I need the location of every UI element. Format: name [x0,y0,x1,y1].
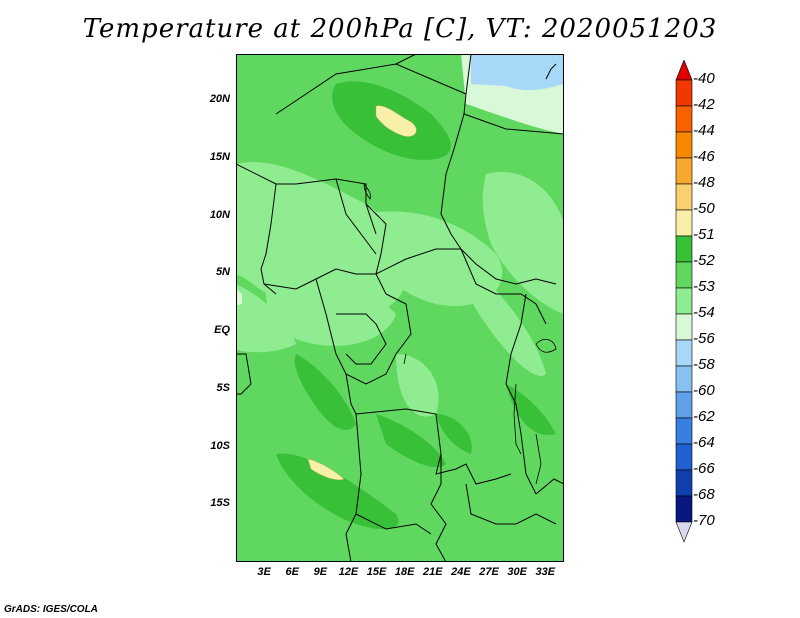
lon-tick-label: 9E [313,566,328,578]
colorbar-top-arrow [675,60,693,81]
colorbar-level-label: -40 [693,70,715,87]
lat-tick-label: 15N [209,150,230,163]
colorbar-segment [675,183,693,211]
colorbar-level-label: -53 [693,278,715,295]
colorbar-level-label: -42 [693,96,715,113]
field-light-regions [236,162,564,417]
lon-tick-label: 15E [366,566,387,578]
colorbar-segment [675,339,693,367]
lakes [363,182,557,485]
colorbar-level-label: -44 [693,122,715,139]
field-warm-patches [307,105,417,480]
colorbar-level-label: -70 [693,512,715,529]
temperature-map [236,54,564,562]
colorbar-bottom-arrow [675,521,693,543]
coastline [545,63,557,80]
colorbar [675,60,693,543]
colorbar-segment [675,287,693,315]
lon-tick-label: 3E [257,566,271,578]
lon-tick-label: 18E [394,566,415,578]
lon-tick-label: 21E [423,566,443,578]
lat-tick-label: 5N [215,266,230,279]
lon-tick-label: 27E [479,566,499,578]
colorbar-level-label: -50 [693,200,715,217]
lat-tick-label: 5S [216,381,230,394]
colorbar-segment [675,469,693,497]
field-cold-regions [236,54,564,306]
lat-tick-label: 10N [209,208,230,221]
colorbar-level-label: -56 [693,330,715,347]
colorbar-level-label: -64 [693,434,715,451]
country-borders [236,54,564,562]
colorbar-segment [675,235,693,263]
colorbar-segment [675,417,693,445]
colorbar-level-label: -68 [693,486,715,503]
colorbar-segment [675,443,693,471]
colorbar-segment [675,131,693,159]
lon-tick-label: 6E [285,566,299,578]
colorbar-level-label: -48 [693,174,715,191]
colorbar-level-label: -46 [693,148,715,165]
colorbar-level-label: -52 [693,252,715,269]
chart-title: Temperature at 200hPa [C], VT: 202005120… [82,14,718,44]
colorbar-segment [675,365,693,393]
colorbar-segment [675,313,693,341]
colorbar-segment [675,261,693,289]
colorbar-segment [675,495,693,523]
colorbar-segment [675,105,693,133]
lat-tick-label: 15S [210,497,230,510]
lat-tick-label: EQ [214,324,230,337]
colorbar-level-label: -62 [693,408,715,425]
lat-tick-label: 10S [210,439,230,452]
lon-tick-label: 24E [451,566,471,578]
map-frame [236,54,564,562]
colorbar-segment [675,391,693,419]
colorbar-level-label: -60 [693,382,715,399]
colorbar-segment [675,157,693,185]
colorbar-level-label: -54 [693,304,715,321]
colorbar-level-label: -58 [693,356,715,373]
colorbar-level-label: -66 [693,460,715,477]
credit-text: GrADS: IGES/COLA [4,604,98,615]
lon-tick-label: 30E [507,566,527,578]
lon-tick-label: 33E [535,566,556,578]
lon-tick-label: 12E [338,566,359,578]
colorbar-segment [675,209,693,237]
lat-tick-label: 20N [209,93,230,106]
colorbar-level-label: -51 [693,226,715,243]
colorbar-segment [675,79,693,107]
